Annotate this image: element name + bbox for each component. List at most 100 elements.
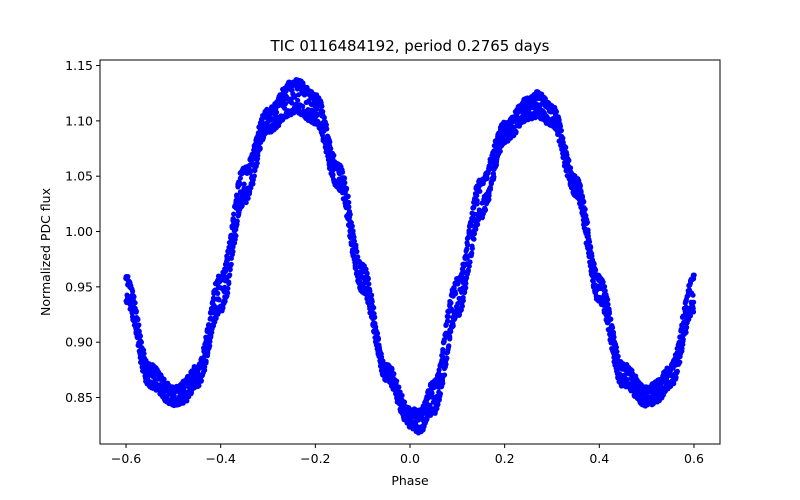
data-point [472, 211, 478, 217]
data-point [207, 343, 213, 349]
y-tick-label: 0.95 [65, 279, 93, 294]
data-point [234, 192, 240, 198]
data-point [466, 263, 472, 269]
data-point [566, 157, 572, 164]
x-tick-label: −0.4 [206, 451, 236, 466]
data-point [364, 271, 370, 277]
data-point [161, 376, 167, 382]
data-point [434, 405, 440, 412]
data-point [435, 402, 441, 408]
data-point [600, 279, 606, 285]
data-point [225, 290, 231, 296]
data-point [342, 180, 348, 186]
data-point [375, 336, 382, 342]
data-point [441, 337, 447, 343]
data-point [257, 145, 263, 151]
data-point [227, 272, 233, 278]
data-point [474, 197, 480, 204]
data-point [365, 276, 371, 282]
data-point [230, 248, 236, 255]
data-point [677, 359, 683, 365]
data-point [459, 303, 465, 309]
data-point [591, 261, 597, 267]
y-axis-label: Normalized PDC flux [38, 188, 53, 316]
data-point [295, 97, 301, 104]
data-point [129, 288, 136, 294]
data-point [558, 127, 565, 134]
data-point [251, 173, 257, 179]
data-point [469, 243, 475, 249]
data-point [205, 350, 211, 356]
data-point [353, 266, 359, 272]
data-point [132, 300, 138, 306]
data-point [231, 211, 237, 217]
data-point [560, 135, 566, 141]
data-point [446, 343, 452, 349]
data-point [582, 206, 588, 212]
y-tick-label: 0.85 [65, 390, 93, 405]
data-point [343, 185, 350, 191]
data-point [226, 280, 232, 287]
data-point [471, 231, 477, 237]
data-point [374, 330, 381, 336]
data-point [490, 170, 497, 177]
data-point [227, 267, 233, 273]
data-point [399, 392, 405, 399]
data-point [563, 144, 569, 150]
data-point [463, 285, 469, 291]
data-point [443, 361, 449, 367]
data-point [687, 313, 694, 319]
data-point [468, 222, 475, 228]
data-point [486, 196, 492, 203]
data-point [216, 297, 222, 303]
data-points [123, 77, 697, 436]
data-point [354, 254, 360, 260]
data-point [291, 94, 298, 100]
data-point [327, 139, 333, 145]
y-tick-label: 1.00 [65, 224, 93, 239]
data-point [581, 199, 587, 205]
data-point [436, 397, 442, 403]
chart-title: TIC 0116484192, period 0.2765 days [269, 37, 549, 55]
data-point [605, 301, 611, 307]
data-point [471, 236, 477, 242]
data-point [250, 181, 256, 187]
x-tick-label: −0.2 [300, 451, 330, 466]
data-point [391, 371, 397, 377]
data-point [228, 261, 234, 267]
data-point [601, 284, 608, 290]
data-point [215, 290, 221, 296]
data-point [401, 399, 408, 405]
data-point [690, 309, 697, 315]
data-point [354, 248, 360, 255]
data-point [136, 322, 142, 328]
data-point [690, 292, 696, 298]
data-point [202, 364, 208, 370]
data-point [138, 339, 145, 345]
data-point [346, 204, 352, 210]
data-point [349, 223, 355, 229]
data-point [222, 298, 228, 304]
data-point [300, 103, 306, 109]
data-point [593, 267, 599, 273]
data-point [477, 188, 483, 194]
data-point [351, 238, 357, 244]
data-point [347, 211, 353, 217]
data-point [680, 336, 686, 342]
data-point [437, 391, 444, 397]
data-point [608, 316, 614, 322]
data-point [587, 243, 594, 250]
data-point [341, 175, 348, 182]
y-tick-label: 1.05 [65, 169, 93, 184]
data-point [141, 351, 147, 357]
data-point [372, 314, 378, 320]
data-point [484, 175, 490, 182]
data-point [184, 398, 190, 404]
data-point [427, 402, 433, 408]
data-point [152, 376, 158, 382]
data-point [615, 353, 621, 359]
data-point [451, 285, 457, 291]
data-point [234, 218, 240, 224]
data-point [611, 334, 617, 340]
